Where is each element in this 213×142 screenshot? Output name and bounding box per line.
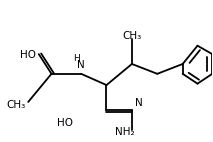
Text: N: N xyxy=(77,60,85,70)
Text: NH₂: NH₂ xyxy=(115,127,135,137)
Text: HO: HO xyxy=(57,118,73,128)
Text: CH₃: CH₃ xyxy=(122,31,141,41)
Text: N: N xyxy=(135,98,143,108)
Text: H: H xyxy=(73,54,80,63)
Text: CH₃: CH₃ xyxy=(7,100,26,110)
Text: HO: HO xyxy=(20,50,36,60)
